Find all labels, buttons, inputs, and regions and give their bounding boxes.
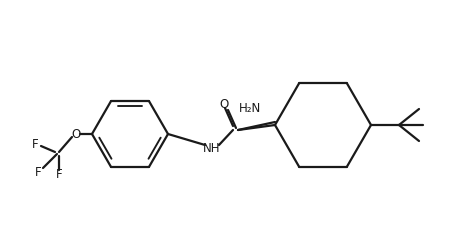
Text: H₂N: H₂N	[239, 103, 261, 115]
Text: NH: NH	[203, 142, 221, 155]
Text: F: F	[32, 137, 38, 150]
Text: O: O	[71, 128, 81, 141]
Text: F: F	[56, 169, 62, 182]
Text: F: F	[35, 166, 41, 178]
Text: O: O	[219, 98, 229, 111]
